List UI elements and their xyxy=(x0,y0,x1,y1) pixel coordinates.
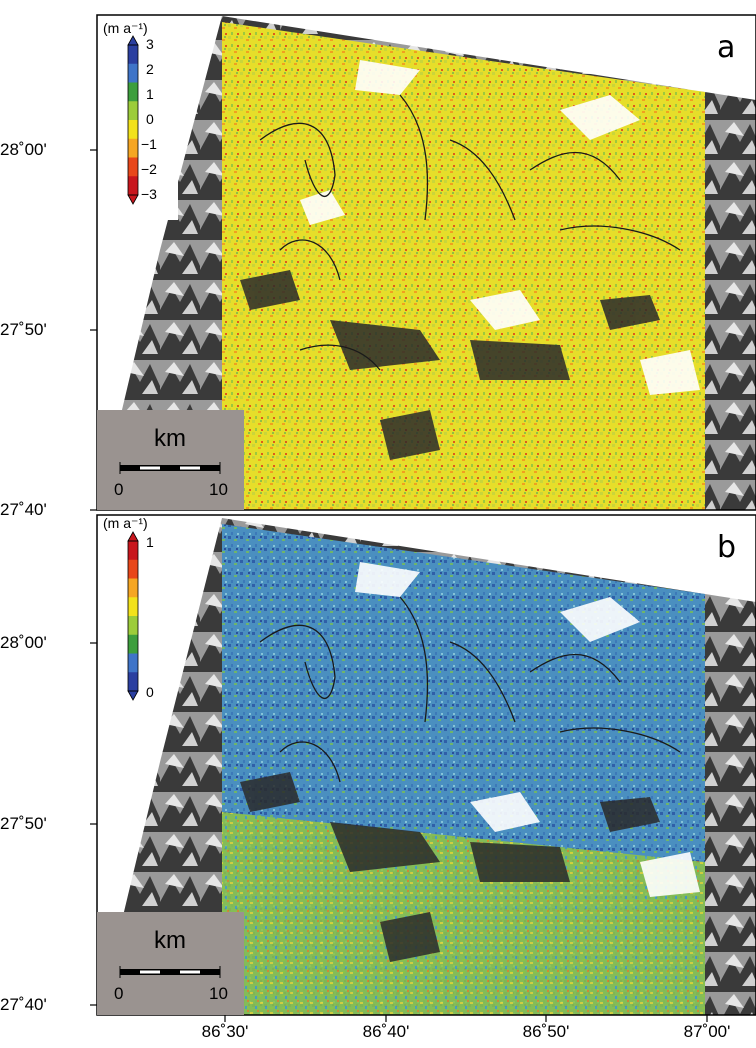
colorbar-tick-a: −1 xyxy=(141,136,157,152)
lon-label: 86˚40' xyxy=(362,1022,410,1041)
colorbar-segment xyxy=(128,45,138,65)
lat-label: 27˚40' xyxy=(0,995,47,1014)
lat-label: 28˚00' xyxy=(0,140,47,159)
map-frame-a xyxy=(96,14,756,511)
colorbar-segment xyxy=(128,559,138,579)
colorbar-segment xyxy=(128,578,138,598)
colorbar-segment xyxy=(128,120,138,140)
lat-label: 28˚00' xyxy=(0,633,47,652)
panel-label-a: a xyxy=(717,30,736,65)
lat-label: 27˚50' xyxy=(0,814,47,833)
colorbar-tick-a: 0 xyxy=(146,111,154,127)
colorbar-a xyxy=(100,20,178,220)
lon-label: 86˚50' xyxy=(522,1022,570,1041)
panel-label-b: b xyxy=(717,530,737,565)
colorbar-segment xyxy=(128,101,138,121)
colorbar-segment xyxy=(128,82,138,102)
colorbar-segment xyxy=(128,672,138,692)
scale-bar-a xyxy=(97,410,244,510)
colorbar-segment xyxy=(128,616,138,636)
scale-tick-a: 0 xyxy=(114,480,124,499)
colorbar-tick-a: −2 xyxy=(141,161,157,177)
colorbar-tick-b: 0 xyxy=(146,684,154,700)
lon-label: 86˚30' xyxy=(201,1022,249,1041)
colorbar-unit-a: (m a⁻¹) xyxy=(103,20,148,36)
colorbar-tick-a: 2 xyxy=(146,61,154,77)
colorbar-segment xyxy=(128,176,138,196)
colorbar-segment xyxy=(128,597,138,617)
colorbar-segment xyxy=(128,63,138,83)
elevation-change-map-a xyxy=(222,22,705,510)
scale-tick-b: 0 xyxy=(114,984,124,1003)
colorbar-tick-a: 3 xyxy=(146,36,154,52)
lon-label: 87˚00' xyxy=(683,1022,731,1041)
colorbar-segment xyxy=(128,138,138,158)
colorbar-segment xyxy=(128,541,138,561)
colorbar-segment xyxy=(128,653,138,673)
colorbar-b xyxy=(100,520,175,701)
lat-label: 27˚50' xyxy=(0,320,47,339)
colorbar-segment xyxy=(128,634,138,654)
scale-tick-a: 10 xyxy=(209,480,228,499)
colorbar-segment xyxy=(128,157,138,177)
scale-tick-b: 10 xyxy=(209,984,228,1003)
scale-label-b: km xyxy=(154,927,186,954)
colorbar-unit-b: (m a⁻¹) xyxy=(103,515,148,531)
map-frame-b xyxy=(96,514,756,1016)
colorbar-tick-b: 1 xyxy=(146,534,154,550)
colorbar-tick-a: 1 xyxy=(146,86,154,102)
scale-bar-b xyxy=(97,912,244,1015)
map-panel-b xyxy=(90,514,756,1022)
scale-label-a: km xyxy=(154,425,186,452)
lat-label: 27˚40' xyxy=(0,500,47,519)
colorbar-tick-a: −3 xyxy=(141,186,157,202)
map-panel-a xyxy=(90,14,756,511)
